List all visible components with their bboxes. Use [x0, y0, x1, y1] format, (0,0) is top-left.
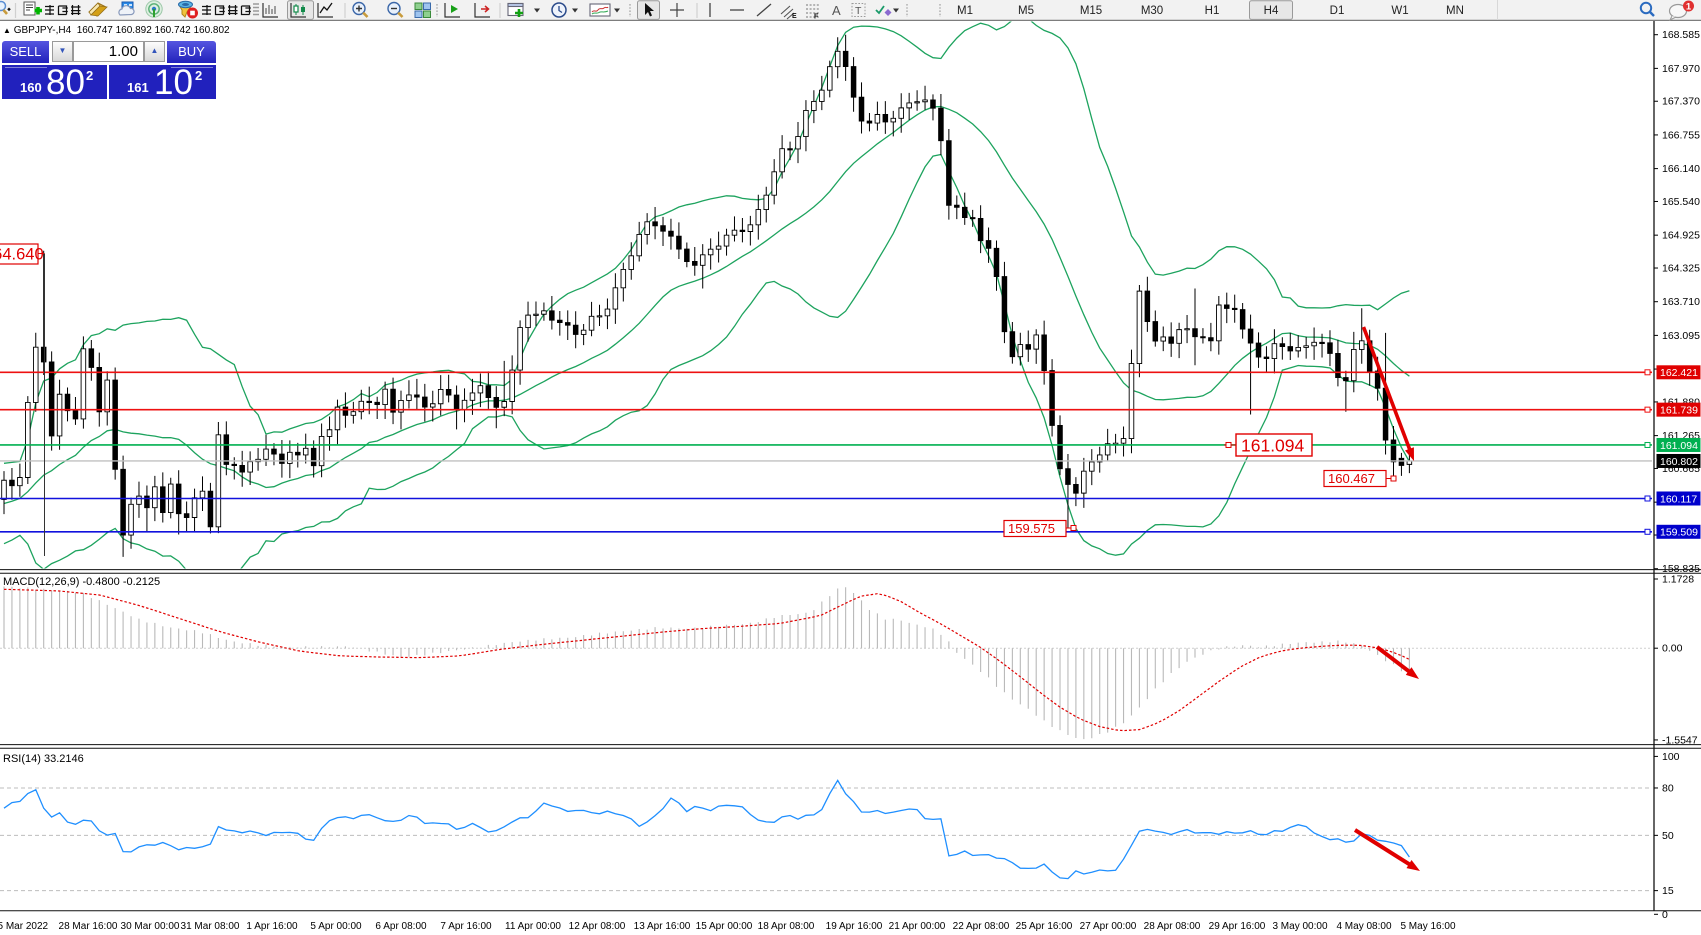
svg-text:164.640: 164.640 [0, 246, 44, 264]
svg-text:M1: M1 [957, 5, 973, 17]
svg-text:4 May 08:00: 4 May 08:00 [1336, 921, 1391, 932]
svg-text:-1.5547: -1.5547 [1662, 734, 1698, 746]
svg-text:166.140: 166.140 [1662, 163, 1700, 175]
svg-text:167.370: 167.370 [1662, 96, 1700, 108]
svg-text:H4: H4 [1264, 5, 1279, 17]
svg-text:159.509: 159.509 [1660, 527, 1698, 539]
svg-text:6 Apr 08:00: 6 Apr 08:00 [375, 921, 427, 932]
svg-text:1.1728: 1.1728 [1662, 574, 1694, 586]
svg-text:11 Apr 00:00: 11 Apr 00:00 [505, 921, 561, 932]
svg-text:165.540: 165.540 [1662, 196, 1700, 208]
svg-text:163.710: 163.710 [1662, 296, 1700, 308]
svg-text:0: 0 [1662, 909, 1668, 921]
svg-text:1: 1 [1686, 2, 1692, 13]
svg-text:M30: M30 [1141, 5, 1163, 17]
svg-text:F: F [814, 14, 819, 21]
svg-text:21 Apr 00:00: 21 Apr 00:00 [889, 921, 946, 932]
svg-text:31 Mar 08:00: 31 Mar 08:00 [181, 921, 240, 932]
svg-text:167.970: 167.970 [1662, 63, 1700, 75]
svg-text:22 Apr 08:00: 22 Apr 08:00 [953, 921, 1010, 932]
svg-text:162.421: 162.421 [1660, 367, 1698, 379]
svg-text:160.802: 160.802 [1660, 456, 1698, 468]
svg-text:161.739: 161.739 [1660, 404, 1698, 416]
svg-text:MN: MN [1446, 5, 1464, 17]
svg-text:M15: M15 [1080, 5, 1102, 17]
svg-text:D1: D1 [1330, 5, 1345, 17]
svg-text:M5: M5 [1018, 5, 1034, 17]
svg-text:168.585: 168.585 [1662, 29, 1700, 41]
svg-text:MACD(12,26,9) -0.4800 -0.2125: MACD(12,26,9) -0.4800 -0.2125 [3, 576, 160, 588]
svg-text:80: 80 [1662, 782, 1674, 794]
svg-text:15 Apr 00:00: 15 Apr 00:00 [696, 921, 753, 932]
svg-text:13 Apr 16:00: 13 Apr 16:00 [634, 921, 691, 932]
svg-text:25 Mar 2022: 25 Mar 2022 [0, 921, 49, 932]
svg-text:164.325: 164.325 [1662, 263, 1700, 275]
svg-text:166.755: 166.755 [1662, 129, 1700, 141]
svg-text:164.925: 164.925 [1662, 230, 1700, 242]
svg-text:1 Apr 16:00: 1 Apr 16:00 [246, 921, 298, 932]
svg-text:W1: W1 [1391, 5, 1408, 17]
svg-text:7 Apr 16:00: 7 Apr 16:00 [440, 921, 492, 932]
svg-text:28 Mar 16:00: 28 Mar 16:00 [59, 921, 118, 932]
svg-text:30 Mar 00:00: 30 Mar 00:00 [121, 921, 180, 932]
svg-text:5 Apr 00:00: 5 Apr 00:00 [310, 921, 362, 932]
svg-text:5 May 16:00: 5 May 16:00 [1400, 921, 1455, 932]
svg-text:19 Apr 16:00: 19 Apr 16:00 [826, 921, 883, 932]
svg-text:160.117: 160.117 [1660, 493, 1697, 505]
svg-text:160.467: 160.467 [1328, 471, 1375, 486]
svg-text:A: A [832, 3, 841, 18]
svg-text:3 May 00:00: 3 May 00:00 [1272, 921, 1327, 932]
svg-text:29 Apr 16:00: 29 Apr 16:00 [1209, 921, 1266, 932]
svg-text:161.094: 161.094 [1660, 440, 1698, 452]
svg-text:12 Apr 08:00: 12 Apr 08:00 [569, 921, 626, 932]
svg-text:15: 15 [1662, 885, 1674, 897]
svg-text:100: 100 [1662, 751, 1680, 763]
svg-text:RSI(14) 33.2146: RSI(14) 33.2146 [3, 753, 84, 765]
svg-text:T: T [855, 5, 862, 17]
svg-text:161.094: 161.094 [1241, 436, 1305, 456]
svg-text:18 Apr 08:00: 18 Apr 08:00 [758, 921, 815, 932]
svg-text:50: 50 [1662, 830, 1674, 842]
svg-text:159.575: 159.575 [1008, 521, 1055, 536]
svg-text:25 Apr 16:00: 25 Apr 16:00 [1016, 921, 1073, 932]
svg-text:H1: H1 [1205, 5, 1220, 17]
svg-text:28 Apr 08:00: 28 Apr 08:00 [1144, 921, 1201, 932]
svg-text:0.00: 0.00 [1662, 643, 1683, 655]
svg-text:163.095: 163.095 [1662, 330, 1700, 342]
svg-text:27 Apr 00:00: 27 Apr 00:00 [1080, 921, 1137, 932]
svg-text:E: E [792, 13, 797, 20]
